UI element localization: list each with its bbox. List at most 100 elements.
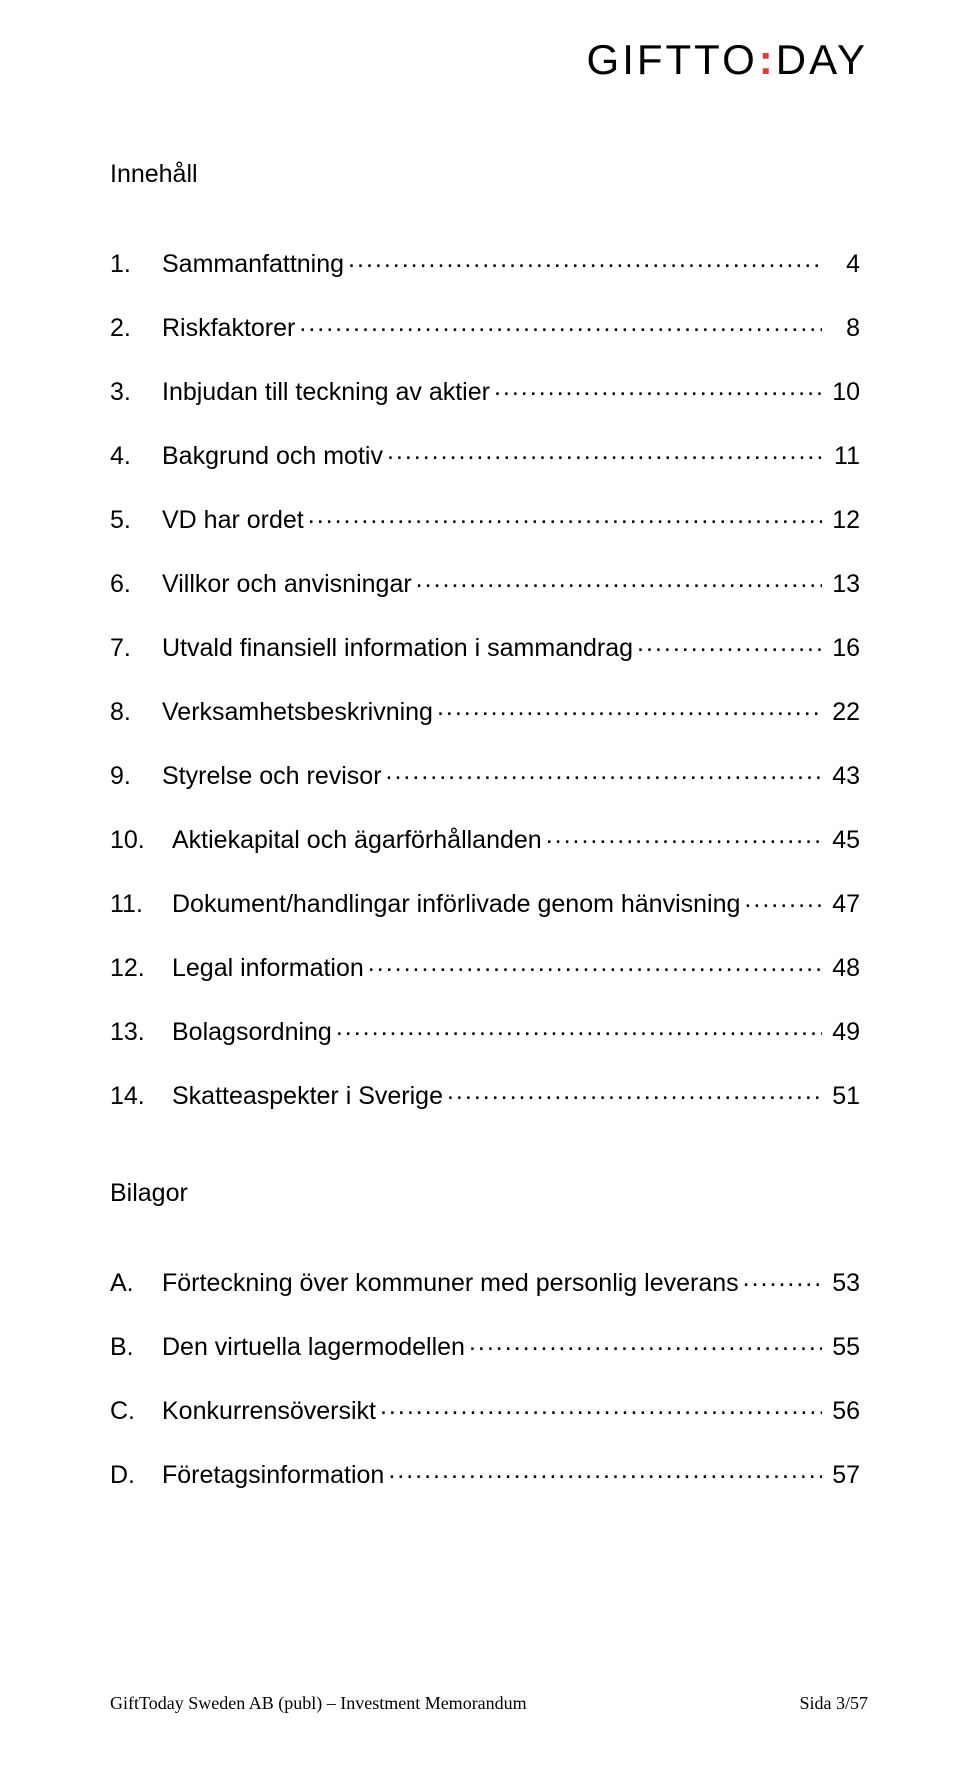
document-page: GIFTTO:DAY Innehåll 1. Sammanfattning 4 …	[0, 0, 960, 1778]
toc-number: 5.	[110, 508, 162, 533]
footer-page-prefix: Sida	[799, 1693, 836, 1713]
toc-leader-dots	[437, 695, 822, 720]
toc-page-number: 10	[826, 380, 860, 405]
toc-page-number: 51	[826, 1084, 860, 1109]
toc-page-number: 43	[826, 764, 860, 789]
toc-leader-dots	[386, 759, 822, 784]
toc-leader-dots	[743, 1266, 822, 1291]
toc-page-number: 49	[826, 1020, 860, 1045]
page-title: Innehåll	[110, 160, 860, 189]
toc-page-number: 47	[826, 892, 860, 917]
logo-colon: :	[759, 36, 775, 83]
toc-number: 1.	[110, 252, 162, 277]
toc-entry: 8. Verksamhetsbeskrivning 22	[110, 695, 860, 725]
toc-label: Bakgrund och motiv	[162, 444, 383, 469]
toc-label: Bolagsordning	[172, 1020, 332, 1045]
toc-page-number: 13	[826, 572, 860, 597]
toc-page-number: 55	[826, 1335, 860, 1360]
toc-number: 8.	[110, 700, 162, 725]
toc-page-number: 11	[826, 444, 860, 469]
toc-leader-dots	[744, 887, 822, 912]
toc-entry: 14. Skatteaspekter i Sverige 51	[110, 1079, 860, 1109]
toc-page-number: 8	[826, 316, 860, 341]
toc-label: Sammanfattning	[162, 252, 344, 277]
toc-number: 4.	[110, 444, 162, 469]
toc-leader-dots	[299, 311, 822, 336]
toc-leader-dots	[388, 1458, 822, 1483]
toc-number: 9.	[110, 764, 162, 789]
toc-label: Utvald finansiell information i sammandr…	[162, 636, 633, 661]
toc-page-number: 22	[826, 700, 860, 725]
toc-number: A.	[110, 1271, 162, 1296]
toc-leader-dots	[368, 951, 822, 976]
toc-leader-dots	[469, 1330, 822, 1355]
brand-logo: GIFTTO:DAY	[587, 36, 868, 84]
logo-text-part2: DAY	[776, 36, 868, 83]
logo-text-part1: GIFTTO	[587, 36, 758, 83]
toc-number: 14.	[110, 1084, 172, 1109]
toc-main: 1. Sammanfattning 4 2. Riskfaktorer 8 3.…	[110, 247, 860, 1109]
toc-label: Skatteaspekter i Sverige	[172, 1084, 443, 1109]
toc-label: Inbjudan till teckning av aktier	[162, 380, 490, 405]
toc-leader-dots	[336, 1015, 822, 1040]
toc-number: 3.	[110, 380, 162, 405]
toc-entry: 11. Dokument/handlingar införlivade geno…	[110, 887, 860, 917]
toc-entry: 10. Aktiekapital och ägarförhållanden 45	[110, 823, 860, 853]
toc-leader-dots	[416, 567, 822, 592]
toc-label: Verksamhetsbeskrivning	[162, 700, 433, 725]
toc-leader-dots	[447, 1079, 822, 1104]
toc-entry: 9. Styrelse och revisor 43	[110, 759, 860, 789]
toc-entry: 6. Villkor och anvisningar 13	[110, 567, 860, 597]
toc-page-number: 56	[826, 1399, 860, 1424]
footer-right: Sida 3/57	[799, 1693, 868, 1714]
toc-leader-dots	[494, 375, 822, 400]
toc-entry: D. Företagsinformation 57	[110, 1458, 860, 1488]
toc-leader-dots	[348, 247, 822, 272]
toc-label: Förteckning över kommuner med personlig …	[162, 1271, 739, 1296]
toc-page-number: 4	[826, 252, 860, 277]
toc-entry: 5. VD har ordet 12	[110, 503, 860, 533]
toc-page-number: 57	[826, 1463, 860, 1488]
toc-number: B.	[110, 1335, 162, 1360]
toc-number: 11.	[110, 892, 172, 917]
toc-entry: A. Förteckning över kommuner med personl…	[110, 1266, 860, 1296]
appendix-heading: Bilagor	[110, 1179, 860, 1208]
toc-entry: 2. Riskfaktorer 8	[110, 311, 860, 341]
toc-number: D.	[110, 1463, 162, 1488]
toc-leader-dots	[380, 1394, 822, 1419]
toc-label: Legal information	[172, 956, 364, 981]
toc-label: Den virtuella lagermodellen	[162, 1335, 465, 1360]
toc-number: 2.	[110, 316, 162, 341]
toc-number: 7.	[110, 636, 162, 661]
page-footer: GiftToday Sweden AB (publ) – Investment …	[110, 1693, 868, 1714]
toc-entry: 4. Bakgrund och motiv 11	[110, 439, 860, 469]
toc-entry: 3. Inbjudan till teckning av aktier 10	[110, 375, 860, 405]
toc-page-number: 12	[826, 508, 860, 533]
toc-number: 13.	[110, 1020, 172, 1045]
toc-entry: 7. Utvald finansiell information i samma…	[110, 631, 860, 661]
toc-label: Styrelse och revisor	[162, 764, 382, 789]
toc-page-number: 48	[826, 956, 860, 981]
toc-entry: C. Konkurrensöversikt 56	[110, 1394, 860, 1424]
toc-appendix: A. Förteckning över kommuner med personl…	[110, 1266, 860, 1488]
toc-entry: 1. Sammanfattning 4	[110, 247, 860, 277]
toc-label: VD har ordet	[162, 508, 304, 533]
toc-label: Riskfaktorer	[162, 316, 295, 341]
toc-number: 6.	[110, 572, 162, 597]
toc-entry: B. Den virtuella lagermodellen 55	[110, 1330, 860, 1360]
toc-number: C.	[110, 1399, 162, 1424]
toc-label: Företagsinformation	[162, 1463, 384, 1488]
toc-number: 12.	[110, 956, 172, 981]
toc-page-number: 16	[826, 636, 860, 661]
toc-entry: 12. Legal information 48	[110, 951, 860, 981]
toc-leader-dots	[387, 439, 822, 464]
toc-label: Villkor och anvisningar	[162, 572, 412, 597]
toc-label: Aktiekapital och ägarförhållanden	[172, 828, 542, 853]
toc-leader-dots	[308, 503, 822, 528]
toc-number: 10.	[110, 828, 172, 853]
footer-left: GiftToday Sweden AB (publ) – Investment …	[110, 1693, 527, 1714]
toc-label: Dokument/handlingar införlivade genom hä…	[172, 892, 740, 917]
toc-entry: 13. Bolagsordning 49	[110, 1015, 860, 1045]
toc-page-number: 45	[826, 828, 860, 853]
toc-page-number: 53	[826, 1271, 860, 1296]
